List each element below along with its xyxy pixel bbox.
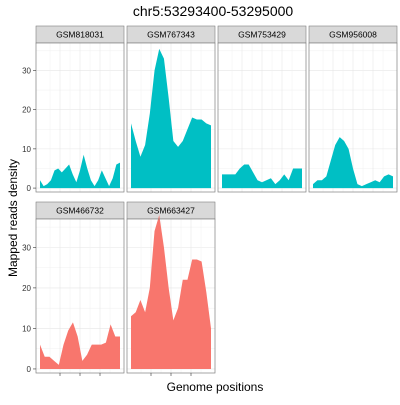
y-tick-label: 10 (22, 145, 31, 154)
area-series (222, 164, 302, 189)
area-series (131, 214, 211, 369)
y-tick-label: 30 (22, 66, 31, 75)
y-tick-label: 10 (22, 324, 31, 333)
panels-layer: GSM818031 0 10 20 30 GSM767343 GSM753429 GSM956… (22, 25, 398, 376)
y-tick-label: 20 (22, 284, 31, 293)
facet-strip-label: GSM767343 (147, 30, 195, 40)
area-series (40, 322, 120, 369)
x-axis-title: Genome positions (167, 380, 264, 394)
area-series (40, 154, 120, 189)
facet-strip-label: GSM466732 (56, 206, 104, 216)
y-tick-label: 30 (22, 243, 31, 252)
facet-panel: GSM663427 (126, 201, 216, 376)
facet-strip-label: GSM818031 (56, 30, 104, 40)
panel-border (35, 42, 125, 193)
panel-border (217, 42, 307, 193)
y-tick-label: 0 (27, 184, 32, 193)
facet-strip-label: GSM956008 (329, 30, 377, 40)
y-axis-title: Mapped reads density (6, 159, 20, 277)
panel-border (126, 42, 216, 193)
area-series (313, 137, 393, 189)
y-tick-label: 20 (22, 106, 31, 115)
area-series (131, 48, 211, 189)
facet-strip-label: GSM663427 (147, 206, 195, 216)
facet-panel: GSM466732 0 10 20 30 (22, 201, 125, 376)
facet-panel: GSM767343 (126, 25, 216, 193)
facet-panel: GSM818031 0 10 20 30 (22, 25, 125, 193)
facet-panel: GSM753429 (217, 25, 307, 193)
chart-title: chr5:53293400-53295000 (133, 3, 294, 19)
y-tick-label: 0 (27, 365, 32, 374)
facet-strip-label: GSM753429 (238, 30, 286, 40)
facet-panel: GSM956008 (308, 25, 398, 193)
panel-border (308, 42, 398, 193)
